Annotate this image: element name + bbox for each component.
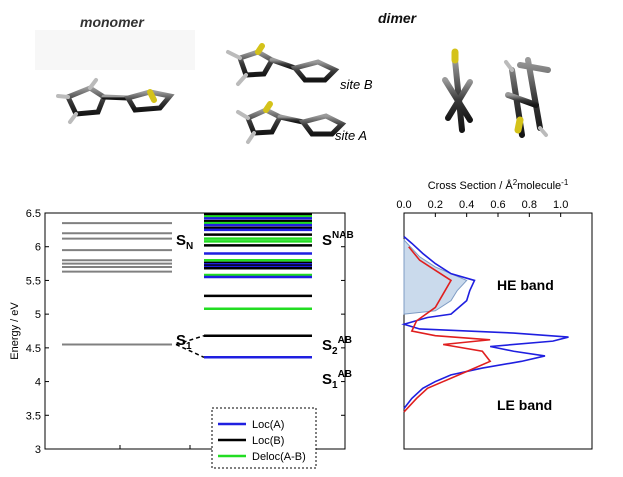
y-axis-label: Energy / eV [9,302,21,360]
spectrum-title-tail: molecule [517,180,561,192]
label-sn-ab-sup: N [332,230,339,241]
label-s2-ab-sup: AB [338,335,352,346]
legend-box [211,407,317,469]
label-s1-sub: 1 [186,341,192,352]
label-sn-ab-tail: AB [339,230,353,241]
y-tick-label: 5.5 [26,275,41,287]
he-band-label: HE band [497,277,554,293]
legend-label: Loc(A) [252,419,284,431]
molecule-renderings [35,30,551,144]
y-tick-label: 5 [35,309,41,321]
label-s1-ab-sup: AB [338,369,352,380]
dimer-side-view-right [504,57,551,138]
le-band-label: LE band [497,397,552,413]
label-sn-base: S [176,232,186,249]
label-s1-ab-base: S [322,371,332,388]
dimer-side-view-left [442,48,473,133]
legend-label: Deloc(A-B) [252,451,306,463]
site-a-label: site A [335,128,368,143]
y-tick-label: 3.5 [26,410,41,422]
label-s1-ab: S1AB [322,369,352,391]
label-s1-base: S [176,332,186,349]
dimer-site-b [226,43,340,86]
spectrum-title: Cross Section / Å2molecule-1 [428,178,569,192]
dimer-title: dimer [378,10,417,26]
x-tick-label: 1.0 [553,199,568,211]
y-tick-label: 6.5 [26,208,41,220]
monomer-molecule [56,78,175,124]
monomer-title: monomer [80,14,144,30]
spectrum-title-sup: 2 [513,178,518,187]
y-tick-label: 3 [35,444,41,456]
x-tick-label: 0.2 [428,199,443,211]
spectrum-axes-frame [403,212,593,450]
y-tick-label: 6 [35,242,41,254]
label-s1-ab-sub: 1 [332,380,338,391]
label-s2-ab: S2AB [322,335,352,357]
y-tick-label: 4.5 [26,343,41,355]
legend-label: Loc(B) [252,435,284,447]
spectrum-title-main: Cross Section / Å [428,179,514,192]
label-sn-sub: N [186,241,193,252]
y-tick-label: 4 [35,377,41,389]
spectrum-curve-blue [401,235,569,410]
label-sn-ab: SNAB [322,230,354,249]
x-tick-label: 0.4 [459,199,474,211]
x-tick-label: 0.6 [490,199,505,211]
site-b-label: site B [340,77,373,92]
label-s2-ab-sub: 2 [332,346,338,357]
label-s2-ab-base: S [322,337,332,354]
label-sn: SN [176,232,193,252]
x-tick-label: 0.0 [396,199,411,211]
energy-axes-frame [44,212,346,450]
dimer-site-a [236,101,347,144]
faint-panel [35,30,195,70]
he-band-fill [403,238,468,315]
correlation-line-upper [175,335,205,346]
spectrum-title-tail-sup: -1 [561,178,569,187]
label-s1: S1 [176,332,192,352]
spectrum-curve-red [403,246,492,413]
x-tick-label: 0.8 [522,199,537,211]
correlation-line-lower [175,343,205,358]
label-sn-ab-base: S [322,232,332,249]
